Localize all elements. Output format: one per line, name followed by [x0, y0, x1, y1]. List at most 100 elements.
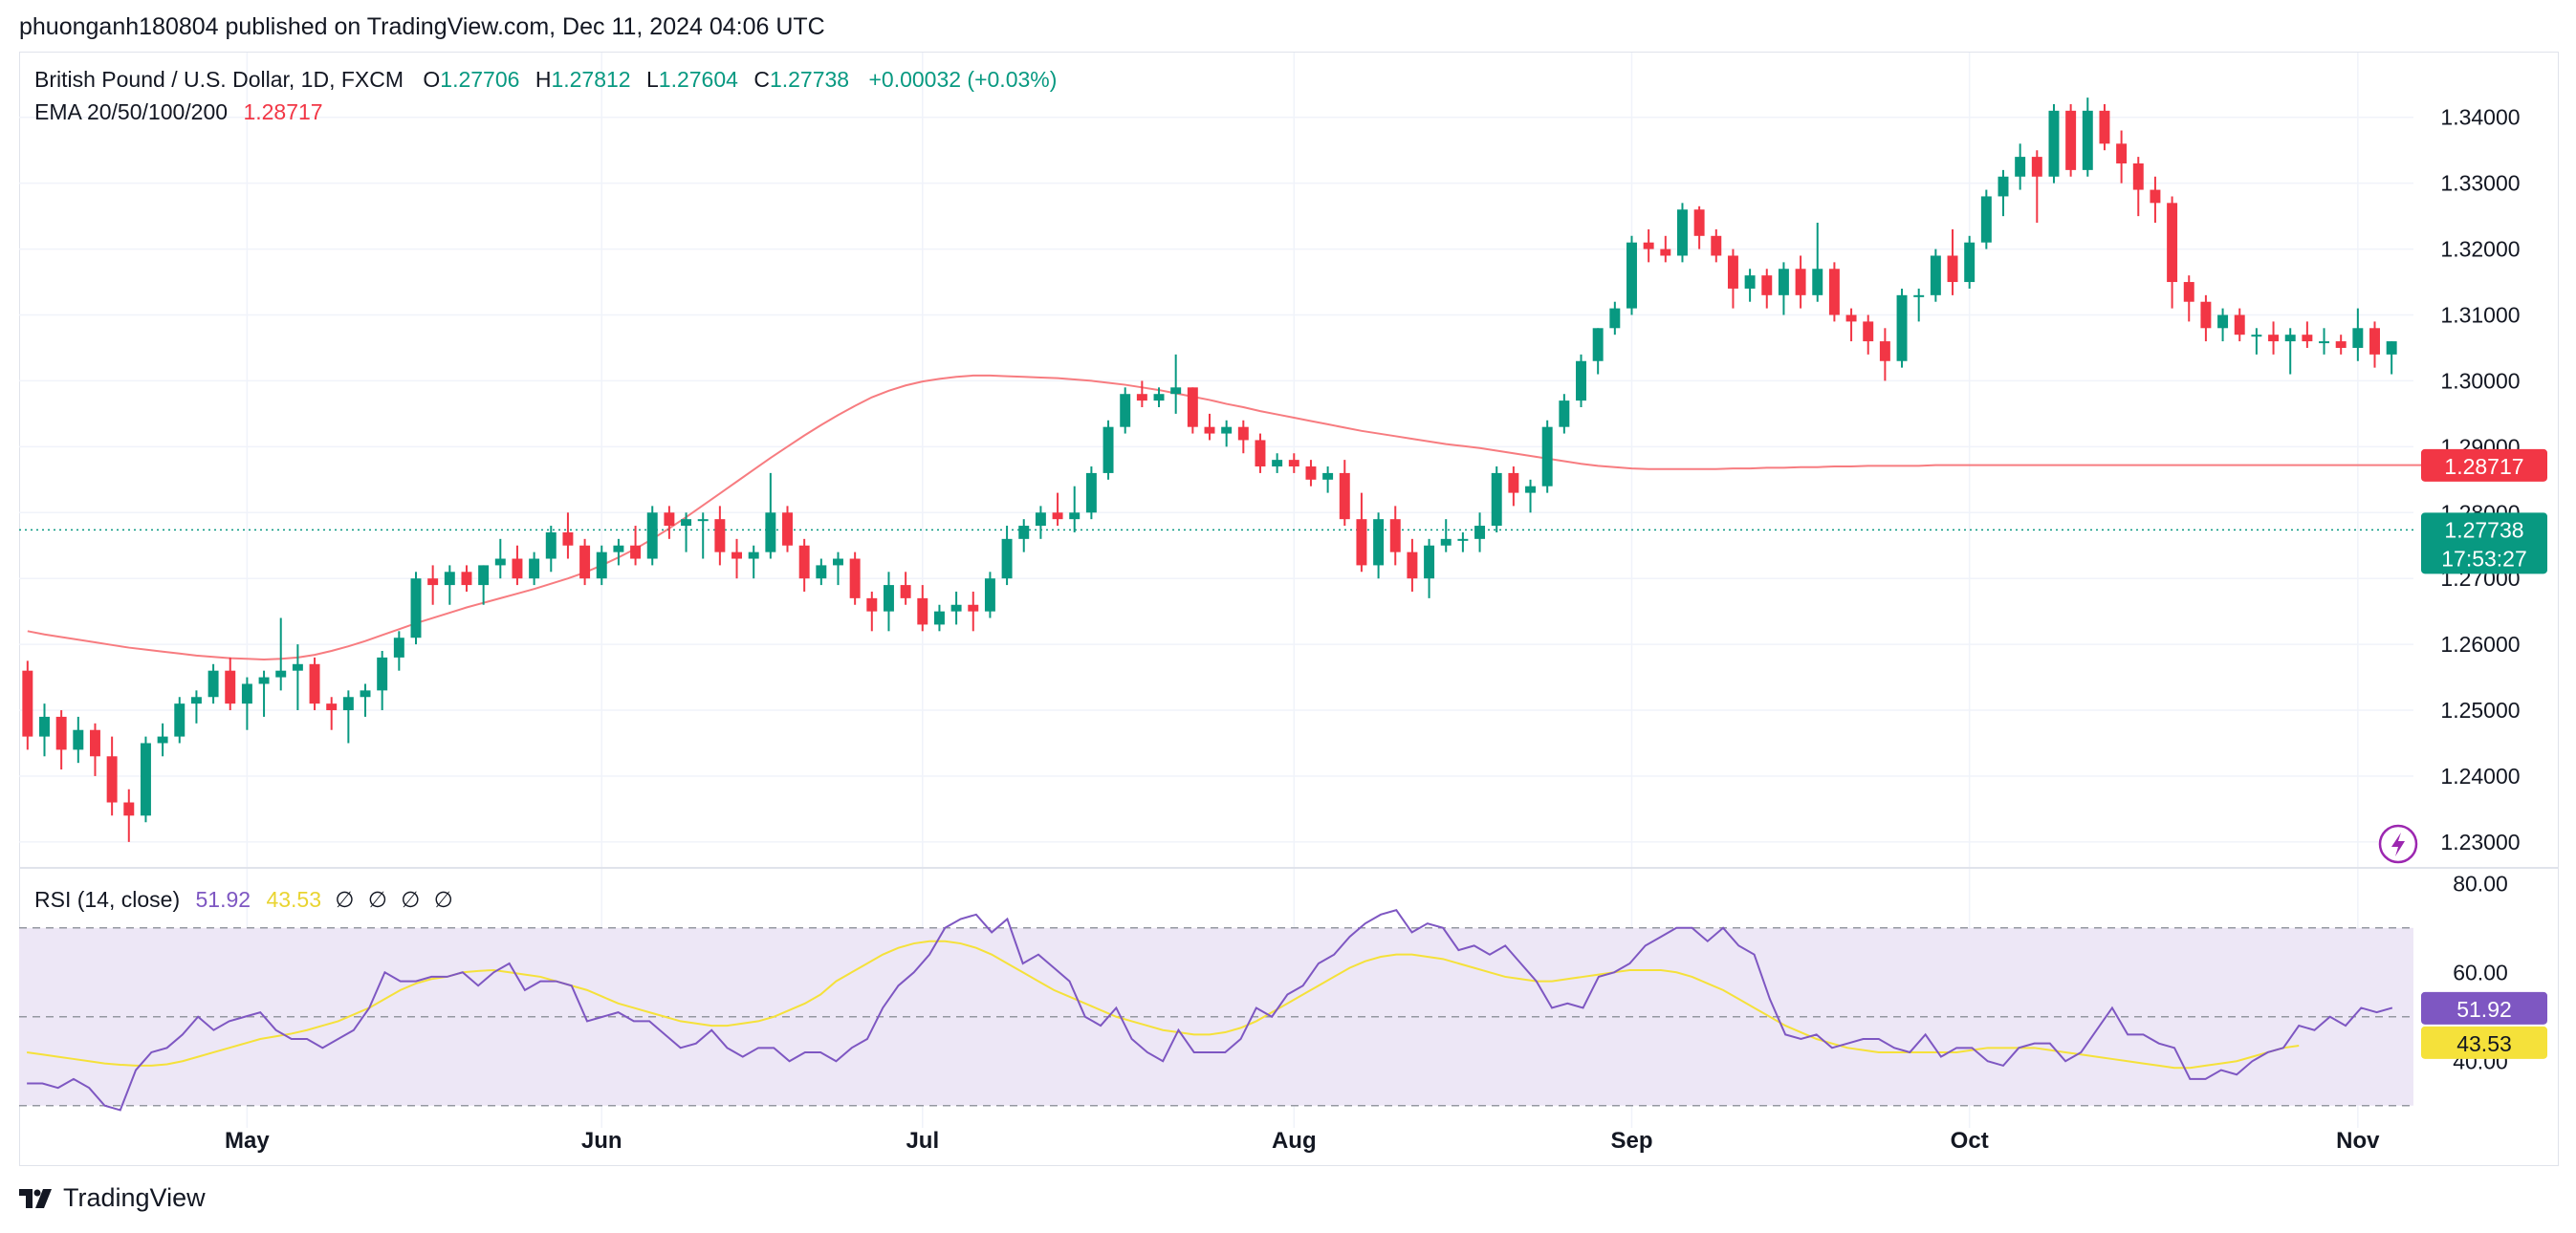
candle-body	[849, 558, 861, 598]
candle-body	[1693, 209, 1705, 236]
candle-body	[1660, 249, 1671, 256]
low-value: 1.27604	[658, 67, 738, 92]
candle-body	[1964, 242, 1976, 283]
candle-body	[2099, 110, 2110, 144]
rsi-ma-line	[26, 940, 2300, 1070]
candle-body	[697, 519, 709, 522]
candle-body	[2302, 335, 2313, 342]
rsi-ma-badge-text: 43.53	[2456, 1031, 2512, 1056]
rsi-ma-badge: 43.53	[2421, 1026, 2547, 1059]
candle-body	[1525, 486, 1537, 493]
candle-body	[393, 638, 404, 658]
candle-body	[646, 512, 658, 559]
candle-body	[2015, 157, 2026, 177]
candle-body	[1407, 552, 1418, 579]
price-tick-label: 1.24000	[2440, 764, 2520, 789]
candle-body	[1204, 426, 1215, 434]
candle-body	[1255, 440, 1266, 467]
candle-body	[1626, 242, 1637, 309]
candle-body	[1812, 269, 1823, 295]
rsi-legend[interactable]: RSI (14, close) 51.92 43.53 ∅ ∅ ∅ ∅	[34, 887, 453, 913]
footer-brand[interactable]: TradingView	[63, 1183, 206, 1212]
candle-body	[157, 736, 168, 744]
candle-body	[1153, 394, 1165, 401]
published-caption: phuonganh180804 published on TradingView…	[19, 13, 825, 40]
candle-body	[1356, 519, 1367, 566]
price-tick-label: 1.26000	[2440, 632, 2520, 657]
candle-body	[1711, 235, 1722, 256]
candle-body	[2284, 335, 2296, 342]
candle-body	[1069, 512, 1081, 520]
high-label: H	[535, 67, 552, 92]
candle-body	[1272, 460, 1283, 467]
candle-body	[22, 670, 33, 737]
candle-body	[2251, 335, 2262, 337]
close-label: C	[753, 67, 770, 92]
empty-symbol: ∅	[401, 887, 421, 912]
candle-body	[1828, 269, 1840, 315]
candle-body	[2268, 335, 2280, 342]
candle-body	[596, 552, 607, 579]
ema-legend[interactable]: EMA 20/50/100/200 1.28717	[34, 99, 323, 125]
candle-body	[2031, 157, 2042, 177]
candle-body	[664, 512, 675, 527]
candle-body	[2048, 110, 2060, 177]
candle-body	[1930, 255, 1941, 295]
candle-body	[1001, 538, 1013, 579]
candle-body	[2150, 189, 2161, 204]
candle-body	[1018, 526, 1030, 539]
candle-body	[529, 558, 540, 579]
price-axis: 1.340001.330001.320001.310001.300001.290…	[2440, 105, 2520, 1074]
candle-body	[190, 697, 202, 704]
candle-body	[89, 729, 100, 757]
ema-value: 1.28717	[243, 99, 323, 124]
candle-body	[377, 657, 388, 691]
candle-body	[410, 578, 422, 638]
candle-body	[2386, 341, 2397, 355]
symbol-title[interactable]: British Pound / U.S. Dollar, 1D, FXCM	[34, 67, 404, 92]
tradingview-logo-icon	[19, 1188, 52, 1208]
time-tick-label: Nov	[2336, 1128, 2380, 1154]
footer: TradingView	[19, 1183, 206, 1213]
candle-body	[1339, 472, 1350, 520]
last-price-badge: 1.27738 17:53:27	[2421, 512, 2547, 574]
time-tick-label: Oct	[1951, 1128, 1989, 1154]
change-value: +0.00032 (+0.03%)	[868, 67, 1058, 92]
ema-series-line	[27, 374, 2459, 660]
candle-body	[1879, 341, 1890, 361]
candle-body	[123, 802, 135, 816]
candle-body	[258, 677, 270, 684]
lightning-icon-bolt	[2391, 833, 2405, 856]
candle-body	[39, 716, 50, 737]
candle-body	[2369, 328, 2380, 355]
candle-body	[1676, 209, 1688, 256]
candle-body	[73, 729, 84, 750]
price-tick-label: 1.23000	[2440, 830, 2520, 854]
candle-body	[292, 663, 303, 671]
price-tick-label: 1.25000	[2440, 698, 2520, 723]
candle-body	[309, 663, 320, 704]
candle-body	[207, 670, 219, 698]
time-tick-label: Jun	[581, 1128, 622, 1154]
candle-body	[681, 519, 692, 527]
candle-body	[1845, 314, 1857, 322]
empty-symbol: ∅	[335, 887, 355, 912]
candle-body	[1727, 255, 1738, 289]
candle-body	[512, 558, 523, 579]
candle-body	[950, 604, 962, 612]
rsi-value: 51.92	[195, 887, 251, 912]
candle-body	[1288, 460, 1299, 467]
candle-body	[613, 545, 624, 552]
candle-body	[2082, 110, 2093, 170]
candle-body	[866, 597, 878, 612]
ema-line	[19, 374, 2459, 660]
candle-body	[1424, 545, 1435, 579]
rsi-tick-label: 60.00	[2453, 960, 2508, 984]
open-value: 1.27706	[440, 67, 520, 92]
ema-price-badge: 1.28717	[2421, 448, 2547, 482]
ema-label: EMA 20/50/100/200	[34, 99, 229, 124]
candle-body	[2217, 314, 2229, 329]
last-price-badge-text: 17:53:27	[2441, 546, 2527, 571]
open-label: O	[423, 67, 441, 92]
